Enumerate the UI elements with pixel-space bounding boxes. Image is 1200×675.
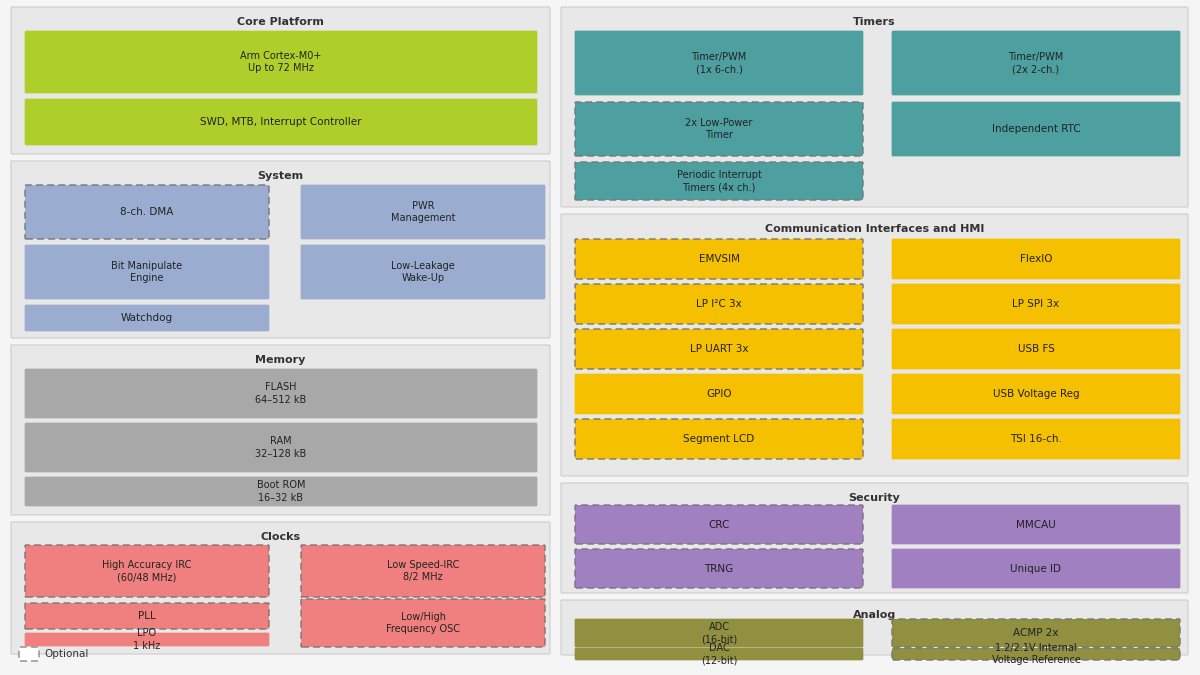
FancyBboxPatch shape <box>562 600 1188 655</box>
FancyBboxPatch shape <box>575 162 863 200</box>
FancyBboxPatch shape <box>25 477 538 506</box>
FancyBboxPatch shape <box>562 214 1188 476</box>
Text: Boot ROM
16–32 kB: Boot ROM 16–32 kB <box>257 481 305 503</box>
FancyBboxPatch shape <box>575 31 863 95</box>
FancyBboxPatch shape <box>301 185 545 239</box>
FancyBboxPatch shape <box>25 633 269 646</box>
Text: Arm Cortex-M0+
Up to 72 MHz: Arm Cortex-M0+ Up to 72 MHz <box>240 51 322 73</box>
FancyBboxPatch shape <box>575 102 863 156</box>
Text: Timer/PWM
(2x 2-ch.): Timer/PWM (2x 2-ch.) <box>1008 52 1063 74</box>
Text: LP SPI 3x: LP SPI 3x <box>1013 299 1060 309</box>
Text: Watchdog: Watchdog <box>121 313 173 323</box>
Text: Memory: Memory <box>256 355 306 365</box>
FancyBboxPatch shape <box>575 284 863 324</box>
FancyBboxPatch shape <box>11 7 550 154</box>
Text: ADC
(16-bit): ADC (16-bit) <box>701 622 737 644</box>
FancyBboxPatch shape <box>301 245 545 299</box>
FancyBboxPatch shape <box>892 329 1180 369</box>
FancyBboxPatch shape <box>562 483 1188 593</box>
Text: Bit Manipulate
Engine: Bit Manipulate Engine <box>112 261 182 284</box>
FancyBboxPatch shape <box>575 549 863 588</box>
FancyBboxPatch shape <box>575 374 863 414</box>
FancyBboxPatch shape <box>562 7 1188 207</box>
FancyBboxPatch shape <box>11 345 550 515</box>
FancyBboxPatch shape <box>892 31 1180 95</box>
FancyBboxPatch shape <box>25 99 538 145</box>
Text: USB FS: USB FS <box>1018 344 1055 354</box>
Text: TRNG: TRNG <box>704 564 733 574</box>
FancyBboxPatch shape <box>892 374 1180 414</box>
Text: Optional: Optional <box>44 649 89 659</box>
FancyBboxPatch shape <box>892 102 1180 156</box>
FancyBboxPatch shape <box>575 648 863 660</box>
FancyBboxPatch shape <box>25 245 269 299</box>
Text: LP UART 3x: LP UART 3x <box>690 344 749 354</box>
FancyBboxPatch shape <box>11 522 550 654</box>
Text: CRC: CRC <box>708 520 730 529</box>
FancyBboxPatch shape <box>575 505 863 544</box>
Text: MMCAU: MMCAU <box>1016 520 1056 529</box>
FancyBboxPatch shape <box>25 603 269 629</box>
FancyBboxPatch shape <box>892 284 1180 324</box>
FancyBboxPatch shape <box>25 185 269 239</box>
Text: GPIO: GPIO <box>706 389 732 399</box>
Text: Low-Leakage
Wake-Up: Low-Leakage Wake-Up <box>391 261 455 284</box>
Text: EMVSIM: EMVSIM <box>698 254 739 264</box>
Text: PLL: PLL <box>138 611 156 621</box>
Text: DAC
(12-bit): DAC (12-bit) <box>701 643 737 665</box>
Text: System: System <box>258 171 304 181</box>
Text: Security: Security <box>848 493 900 503</box>
FancyBboxPatch shape <box>301 545 545 597</box>
FancyBboxPatch shape <box>11 161 550 338</box>
Text: LP I²C 3x: LP I²C 3x <box>696 299 742 309</box>
Text: ACMP 2x: ACMP 2x <box>1013 628 1058 638</box>
Text: FlexIO: FlexIO <box>1020 254 1052 264</box>
FancyBboxPatch shape <box>892 619 1180 647</box>
FancyBboxPatch shape <box>575 419 863 459</box>
FancyBboxPatch shape <box>25 545 269 597</box>
FancyBboxPatch shape <box>892 648 1180 660</box>
Text: Timers: Timers <box>853 17 896 27</box>
FancyBboxPatch shape <box>19 647 38 661</box>
Text: Analog: Analog <box>853 610 896 620</box>
Text: Periodic Interrupt
Timers (4x ch.): Periodic Interrupt Timers (4x ch.) <box>677 170 762 192</box>
FancyBboxPatch shape <box>575 239 863 279</box>
FancyBboxPatch shape <box>25 31 538 93</box>
Text: SWD, MTB, Interrupt Controller: SWD, MTB, Interrupt Controller <box>200 117 361 127</box>
Text: Low Speed-IRC
8/2 MHz: Low Speed-IRC 8/2 MHz <box>386 560 460 583</box>
FancyBboxPatch shape <box>575 329 863 369</box>
FancyBboxPatch shape <box>25 369 538 418</box>
Text: 8-ch. DMA: 8-ch. DMA <box>120 207 174 217</box>
Text: Timer/PWM
(1x 6-ch.): Timer/PWM (1x 6-ch.) <box>691 52 746 74</box>
Text: RAM
32–128 kB: RAM 32–128 kB <box>256 436 307 459</box>
Text: Low/High
Frequency OSC: Low/High Frequency OSC <box>386 612 460 634</box>
Text: USB Voltage Reg: USB Voltage Reg <box>992 389 1079 399</box>
Text: High Accuracy IRC
(60/48 MHz): High Accuracy IRC (60/48 MHz) <box>102 560 192 583</box>
FancyBboxPatch shape <box>892 419 1180 459</box>
Text: Segment LCD: Segment LCD <box>683 434 755 444</box>
Text: TSI 16-ch.: TSI 16-ch. <box>1010 434 1062 444</box>
Text: Core Platform: Core Platform <box>238 17 324 27</box>
Text: Unique ID: Unique ID <box>1010 564 1062 574</box>
FancyBboxPatch shape <box>25 305 269 331</box>
Text: 2x Low-Power
Timer: 2x Low-Power Timer <box>685 118 752 140</box>
Text: PWR
Management: PWR Management <box>391 200 455 223</box>
Text: LPO
1 kHz: LPO 1 kHz <box>133 628 161 651</box>
Text: 1.2/2.1V Internal
Voltage Reference: 1.2/2.1V Internal Voltage Reference <box>991 643 1080 665</box>
FancyBboxPatch shape <box>892 549 1180 588</box>
FancyBboxPatch shape <box>892 505 1180 544</box>
Text: Independent RTC: Independent RTC <box>991 124 1080 134</box>
FancyBboxPatch shape <box>892 239 1180 279</box>
Text: FLASH
64–512 kB: FLASH 64–512 kB <box>256 382 307 405</box>
Text: Communication Interfaces and HMI: Communication Interfaces and HMI <box>764 224 984 234</box>
FancyBboxPatch shape <box>575 619 863 647</box>
FancyBboxPatch shape <box>25 423 538 472</box>
FancyBboxPatch shape <box>301 599 545 647</box>
Text: Clocks: Clocks <box>260 532 300 542</box>
